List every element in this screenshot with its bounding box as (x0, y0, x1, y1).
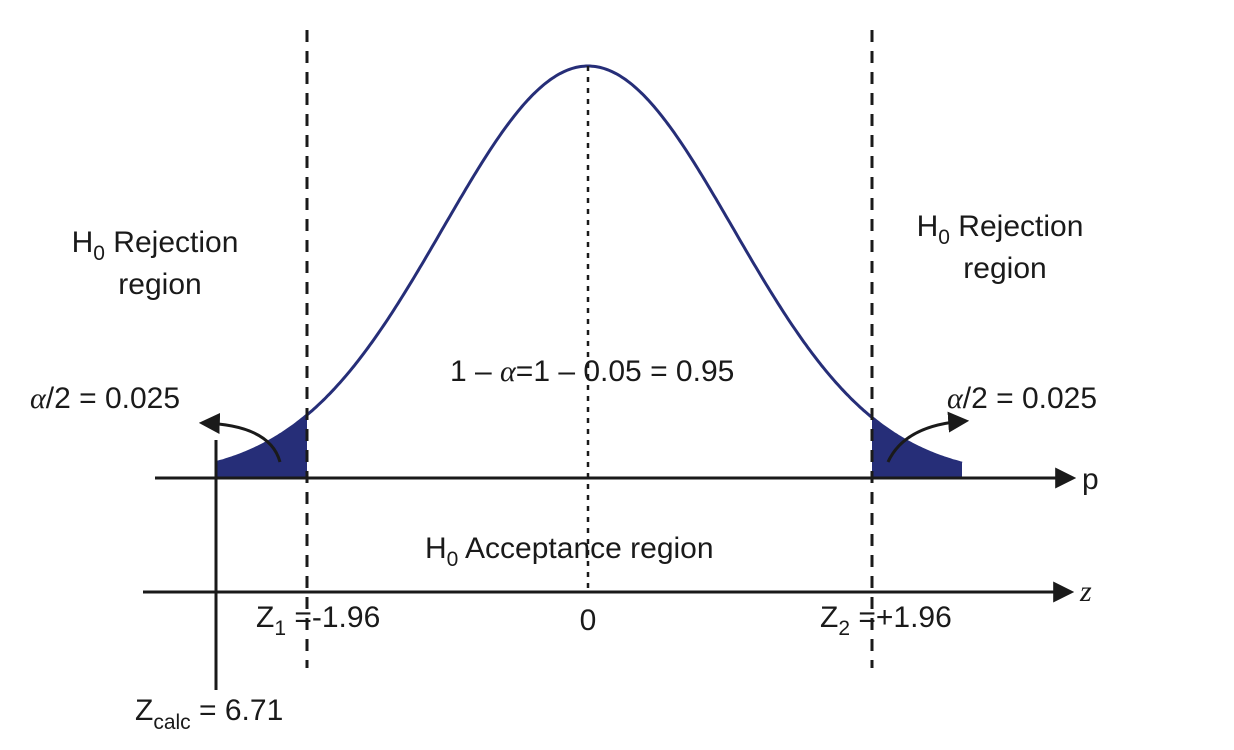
right-alpha-label: α/2 = 0.025 (947, 382, 1097, 415)
z-calc-label: Zcalc = 6.71 (135, 694, 283, 734)
left-rejection-label: H0 Rejection (72, 226, 239, 265)
z2-critical-value-label: Z2 =+1.96 (820, 601, 952, 640)
acceptance-region-label: H0 Acceptance region (425, 532, 714, 571)
right-rejection-label-line2: region (963, 252, 1046, 285)
left-rejection-label-line2: region (118, 268, 201, 301)
zero-label: 0 (580, 604, 597, 637)
right-rejection-label: H0 Rejection (917, 210, 1084, 249)
confidence-label: 1 – α=1 – 0.05 = 0.95 (450, 355, 734, 388)
left-alpha-label: α/2 = 0.025 (30, 382, 180, 415)
p-axis-label: p (1082, 463, 1099, 496)
left-alpha-arrow (198, 413, 282, 463)
z-axis-label: z (1079, 575, 1092, 608)
right-alpha-arrow (886, 411, 970, 463)
z1-critical-value-label: Z1 =-1.96 (256, 601, 380, 640)
